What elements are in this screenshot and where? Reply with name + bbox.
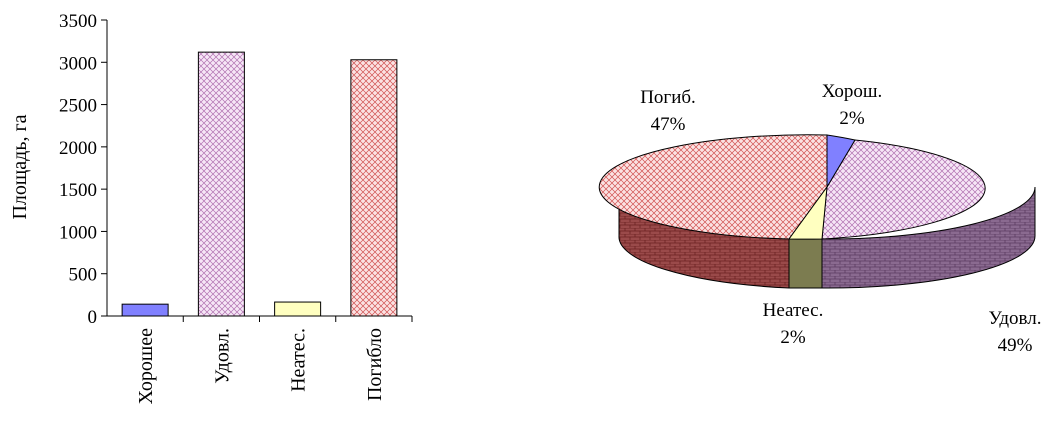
pie-slice-neates <box>788 185 828 240</box>
pie-pct-horosh: 2% <box>839 108 865 129</box>
y-tick-label: 0 <box>88 307 98 328</box>
bar-series <box>121 51 398 317</box>
y-tick-label: 3000 <box>59 53 97 74</box>
pie-chart: Погиб. 47% Хорош. 2% Неатес. 2% Удовл. 4… <box>598 81 1042 356</box>
bar-3 <box>350 59 398 317</box>
bar-2 <box>274 301 322 317</box>
pie-slice-horosh <box>826 134 856 189</box>
bar-0 <box>121 303 169 317</box>
category-label: Хорошее <box>135 328 157 404</box>
y-tick-label: 2000 <box>59 138 97 159</box>
pie-label-neates: Неатес. <box>763 300 824 321</box>
pie-label-pogib: Погиб. <box>640 87 696 108</box>
pie-label-udovl: Удовл. <box>989 308 1042 329</box>
bar-chart: Площадь, га 0 500 1000 1500 2000 2500 3000 3500… <box>9 11 413 404</box>
y-tick-label: 1000 <box>59 222 97 243</box>
y-tick-label: 500 <box>69 265 98 286</box>
pie-slice-pogib <box>598 134 828 240</box>
pie-pct-udovl: 49% <box>998 335 1033 356</box>
pie-side-udovl <box>821 186 1036 289</box>
x-axis-categories: Хорошее Удовл. Неатес. Погибло <box>135 316 413 404</box>
pie-slice-udovl <box>821 139 986 240</box>
pie-label-horosh: Хорош. <box>822 81 882 102</box>
y-tick-label: 3500 <box>59 11 97 32</box>
category-label: Неатес. <box>288 328 310 392</box>
y-axis-ticks: 0 500 1000 1500 2000 2500 3000 3500 <box>59 11 107 328</box>
pie-pct-pogib: 47% <box>651 114 686 135</box>
category-label: Удовл. <box>211 328 233 384</box>
pie-side-neates <box>788 238 823 289</box>
category-label: Погибло <box>364 328 386 401</box>
y-axis-title: Площадь, га <box>9 114 31 219</box>
y-tick-label: 2500 <box>59 96 97 117</box>
pie-pct-neates: 2% <box>780 327 806 348</box>
bar-1 <box>197 51 245 317</box>
y-tick-label: 1500 <box>59 180 97 201</box>
